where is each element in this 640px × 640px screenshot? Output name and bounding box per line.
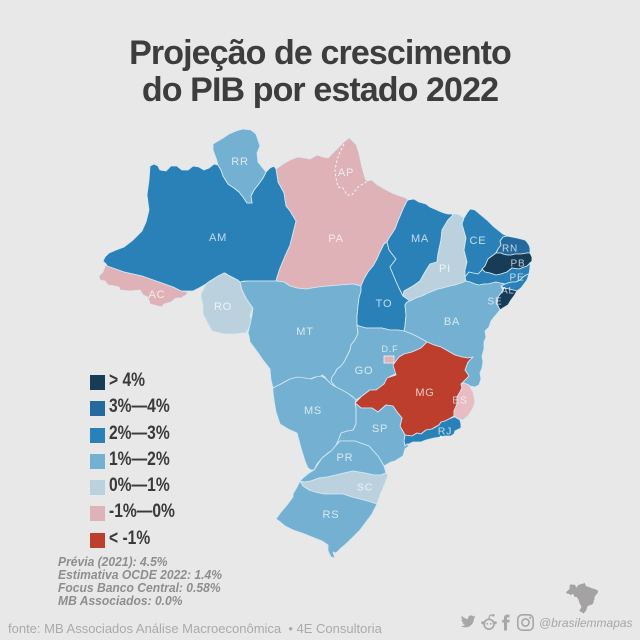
svg-text:PB: PB xyxy=(511,259,526,270)
svg-text:RS: RS xyxy=(323,509,340,521)
svg-text:D.F: D.F xyxy=(382,344,399,354)
svg-text:RJ: RJ xyxy=(438,426,452,438)
svg-text:AM: AM xyxy=(209,232,227,244)
svg-text:RR: RR xyxy=(231,156,249,168)
svg-text:MT: MT xyxy=(296,326,313,338)
svg-text:RN: RN xyxy=(502,244,518,255)
svg-text:SE: SE xyxy=(488,297,503,308)
svg-text:MG: MG xyxy=(415,387,434,399)
svg-text:AC: AC xyxy=(149,289,166,301)
svg-text:MS: MS xyxy=(304,405,322,417)
svg-text:AL: AL xyxy=(501,285,514,296)
svg-text:PI: PI xyxy=(439,263,451,275)
svg-text:GO: GO xyxy=(355,365,374,377)
svg-text:CE: CE xyxy=(470,235,487,247)
svg-text:PR: PR xyxy=(337,452,354,464)
svg-text:SC: SC xyxy=(357,482,373,494)
svg-text:TO: TO xyxy=(376,298,393,310)
svg-text:BA: BA xyxy=(444,316,460,328)
svg-text:PE: PE xyxy=(510,273,525,284)
svg-text:ES: ES xyxy=(452,395,468,407)
svg-text:MA: MA xyxy=(411,233,429,245)
svg-text:PA: PA xyxy=(328,233,343,245)
svg-text:AP: AP xyxy=(338,167,354,179)
svg-text:SP: SP xyxy=(372,423,388,435)
svg-text:RO: RO xyxy=(214,301,232,313)
